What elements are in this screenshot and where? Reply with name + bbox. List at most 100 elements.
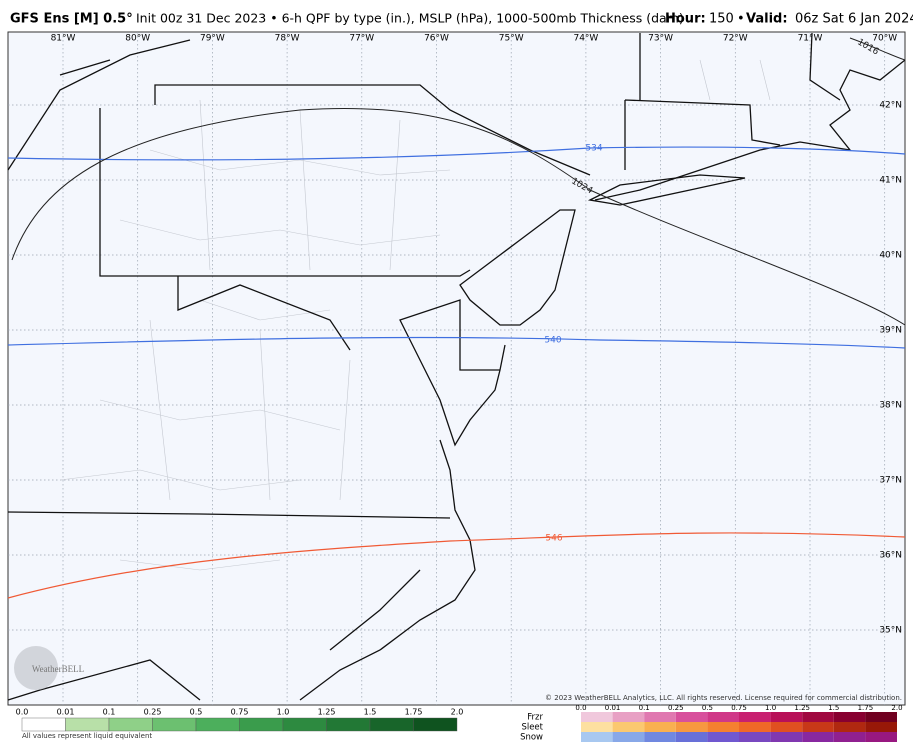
type-scale-label: 1.5 — [828, 704, 839, 712]
type-scale-label: 2.0 — [891, 704, 902, 712]
longitude-label: 79°W — [200, 34, 225, 44]
rain-scale-label: 0.01 — [57, 708, 75, 717]
type-scale-label: 0.75 — [731, 704, 747, 712]
type-swatch — [802, 712, 834, 722]
type-swatch — [865, 712, 897, 722]
rain-swatch — [413, 717, 458, 732]
description: Init 00z 31 Dec 2023 • 6-h QPF by type (… — [136, 11, 684, 26]
contour-label: 540 — [544, 336, 561, 346]
rain-scale-label: 1.0 — [277, 708, 290, 717]
type-swatch — [739, 722, 771, 732]
type-swatch — [770, 722, 803, 732]
type-swatch — [707, 722, 739, 732]
longitude-label: 72°W — [723, 34, 748, 44]
type-scale-label: 0.01 — [605, 704, 621, 712]
rain-scale-label: 2.0 — [451, 708, 464, 717]
model-name: GFS Ens [M] 0.5° — [10, 12, 133, 27]
type-swatch — [612, 722, 645, 732]
map-frame — [7, 31, 906, 706]
latitude-label: 36°N — [879, 551, 902, 561]
type-swatch — [802, 722, 834, 732]
type-swatch — [581, 722, 613, 732]
type-swatch — [644, 722, 676, 732]
thickness-546 — [7, 532, 906, 599]
type-swatch — [802, 732, 834, 742]
rain-swatch — [369, 717, 414, 732]
counties — [59, 59, 771, 571]
type-swatch — [833, 712, 866, 722]
type-swatch — [865, 732, 897, 742]
copyright: © 2023 WeatherBELL Analytics, LLC. All r… — [545, 694, 902, 702]
rain-scale-label: 0.0 — [16, 708, 29, 717]
type-swatch — [739, 712, 771, 722]
type-swatch — [739, 732, 771, 742]
type-swatch — [833, 722, 866, 732]
type-scale-label: 0.25 — [668, 704, 684, 712]
rain-swatch — [195, 717, 240, 732]
rain-swatch — [65, 717, 110, 732]
type-swatch — [675, 722, 708, 732]
rain-scale-label: 0.25 — [144, 708, 162, 717]
hour-label: Hour: — [665, 12, 706, 27]
type-swatch — [675, 712, 708, 722]
thickness-534 — [7, 146, 906, 161]
coastlines-and-borders — [7, 32, 906, 701]
latitude-label: 40°N — [879, 251, 902, 261]
rain-scale-label: 0.75 — [231, 708, 249, 717]
legend-note: All values represent liquid equivalent — [22, 732, 152, 740]
contour-label: 546 — [545, 534, 562, 544]
latitude-label: 35°N — [879, 626, 902, 636]
rain-swatch — [326, 717, 371, 732]
latitude-label: 38°N — [879, 401, 902, 411]
rain-scale-label: 1.75 — [405, 708, 423, 717]
longitude-label: 76°W — [424, 34, 449, 44]
rain-swatch — [282, 717, 327, 732]
type-swatch — [581, 732, 613, 742]
type-swatch — [865, 722, 897, 732]
logo-text: WeatherBELL — [32, 664, 84, 674]
type-scale-label: 1.75 — [858, 704, 874, 712]
rain-swatch — [239, 717, 284, 732]
type-swatch — [581, 712, 613, 722]
rain-scale-label: 0.5 — [190, 708, 203, 717]
type-scale-label: 1.25 — [794, 704, 810, 712]
type-swatch — [707, 732, 739, 742]
longitude-label: 70°W — [872, 34, 897, 44]
pressure-1024 — [11, 107, 906, 326]
rain-swatch — [108, 717, 153, 732]
type-swatch — [612, 732, 645, 742]
pressure-1016 — [849, 37, 906, 61]
type-swatch — [644, 712, 676, 722]
type-swatch — [770, 732, 803, 742]
valid: 06z Sat 6 Jan 2024 — [795, 12, 913, 27]
latitude-label: 42°N — [879, 101, 902, 111]
type-swatch — [770, 712, 803, 722]
longitude-label: 80°W — [125, 34, 150, 44]
type-swatch — [612, 712, 645, 722]
rain-swatch — [21, 717, 66, 732]
precip-type-label: Sleet — [521, 723, 543, 733]
logo-mark — [14, 646, 58, 690]
valid-label: Valid: — [746, 12, 788, 27]
longitude-label: 74°W — [573, 34, 598, 44]
type-swatch — [833, 732, 866, 742]
latitude-label: 37°N — [879, 476, 902, 486]
type-swatch — [707, 712, 739, 722]
longitude-label: 77°W — [349, 34, 374, 44]
precip-type-label: Snow — [520, 733, 543, 743]
type-scale-label: 0.1 — [639, 704, 650, 712]
longitude-label: 71°W — [798, 34, 823, 44]
contour-label: 534 — [585, 144, 602, 154]
longitude-label: 81°W — [51, 34, 76, 44]
type-swatch — [675, 732, 708, 742]
latitude-label: 41°N — [879, 176, 902, 186]
thickness-540 — [7, 336, 906, 349]
type-scale-label: 0.0 — [575, 704, 586, 712]
rain-scale-label: 1.25 — [318, 708, 336, 717]
type-swatch — [644, 732, 676, 742]
hour: 150 — [709, 12, 734, 27]
rain-swatch — [152, 717, 197, 732]
rain-scale-label: 0.1 — [103, 708, 116, 717]
rain-scale-label: 1.5 — [364, 708, 377, 717]
